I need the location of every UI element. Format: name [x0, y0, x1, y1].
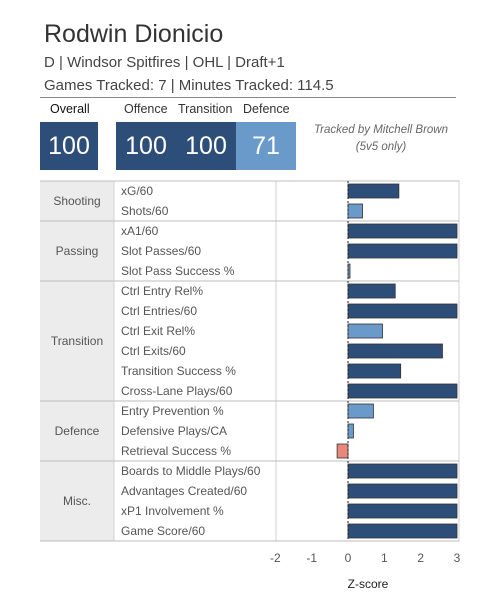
- zscore-bar: [347, 463, 458, 479]
- x-axis-label: Z-score: [347, 577, 389, 591]
- player-name: Rodwin Dionicio: [44, 20, 224, 48]
- zscore-bar: [336, 443, 349, 459]
- score-box-defence: 71: [236, 122, 296, 170]
- zscore-bar: [347, 503, 458, 519]
- zscore-bar: [347, 323, 383, 339]
- metric-label: Boards to Middle Plays/60: [121, 464, 261, 478]
- group-label: Transition: [51, 334, 103, 348]
- zscore-bar: [347, 303, 458, 319]
- group-label: Passing: [56, 244, 99, 258]
- x-tick-label: 3: [454, 551, 461, 565]
- tracked-by-line: Tracked by Mitchell Brown: [314, 124, 448, 136]
- x-tick-label: 0: [345, 551, 352, 565]
- metric-label: xA1/60: [121, 224, 159, 238]
- metric-label: Retrieval Success %: [121, 444, 231, 458]
- score-label-overall: Overall: [50, 102, 90, 116]
- zscore-bar: [347, 223, 458, 239]
- zscore-bar: [347, 383, 458, 399]
- zscore-bar: [347, 343, 443, 359]
- metric-label: xG/60: [121, 184, 153, 198]
- x-tick-label: -2: [270, 551, 281, 565]
- metric-label: Game Score/60: [121, 524, 205, 538]
- metric-label: Cross-Lane Plays/60: [121, 384, 233, 398]
- x-tick-label: -1: [306, 551, 317, 565]
- score-box-offence: 100: [116, 122, 176, 170]
- score-box-overall: 100: [40, 122, 98, 170]
- x-tick-label: 1: [381, 551, 388, 565]
- score-label-offence: Offence: [124, 102, 168, 116]
- group-label: Defence: [55, 424, 100, 438]
- metric-label: Transition Success %: [121, 364, 236, 378]
- metric-label: Shots/60: [121, 204, 169, 218]
- metric-label: Entry Prevention %: [121, 404, 224, 418]
- metric-label: Ctrl Exit Rel%: [121, 324, 195, 338]
- group-label-column: [40, 181, 114, 541]
- score-label-defence: Defence: [243, 102, 290, 116]
- group-label: Misc.: [63, 494, 91, 508]
- score-label-transition: Transition: [178, 102, 233, 116]
- metric-label: Defensive Plays/CA: [121, 424, 227, 438]
- zscore-bar: [347, 183, 400, 199]
- zscore-bar: [347, 403, 374, 419]
- metric-label: xP1 Involvement %: [121, 504, 224, 518]
- metric-label: Ctrl Entry Rel%: [121, 284, 203, 298]
- player-subtitle: D | Windsor Spitfires | OHL | Draft+1: [44, 54, 285, 71]
- x-tick-label: 2: [417, 551, 424, 565]
- metric-label-column: [114, 181, 276, 541]
- zscore-bar: [347, 243, 458, 259]
- metric-label: Ctrl Exits/60: [121, 344, 186, 358]
- header-divider: [40, 97, 456, 98]
- zscore-bar: [347, 363, 402, 379]
- metric-label: Ctrl Entries/60: [121, 304, 197, 318]
- metric-label: Slot Passes/60: [121, 244, 201, 258]
- tracked-scope-line: (5v5 only): [355, 141, 407, 153]
- zscore-bar: [347, 423, 354, 439]
- zscore-bar: [347, 203, 363, 219]
- metric-label: Advantages Created/60: [121, 484, 247, 498]
- metric-label: Slot Pass Success %: [121, 264, 235, 278]
- tracking-summary: Games Tracked: 7 | Minutes Tracked: 114.…: [44, 77, 334, 94]
- group-label: Shooting: [53, 194, 100, 208]
- zscore-bar: [347, 283, 396, 299]
- zscore-bar: [347, 523, 458, 539]
- score-box-transition: 100: [176, 122, 236, 170]
- zscore-bar: [347, 483, 458, 499]
- tracked-by-note: Tracked by Mitchell Brown (5v5 only): [300, 122, 462, 156]
